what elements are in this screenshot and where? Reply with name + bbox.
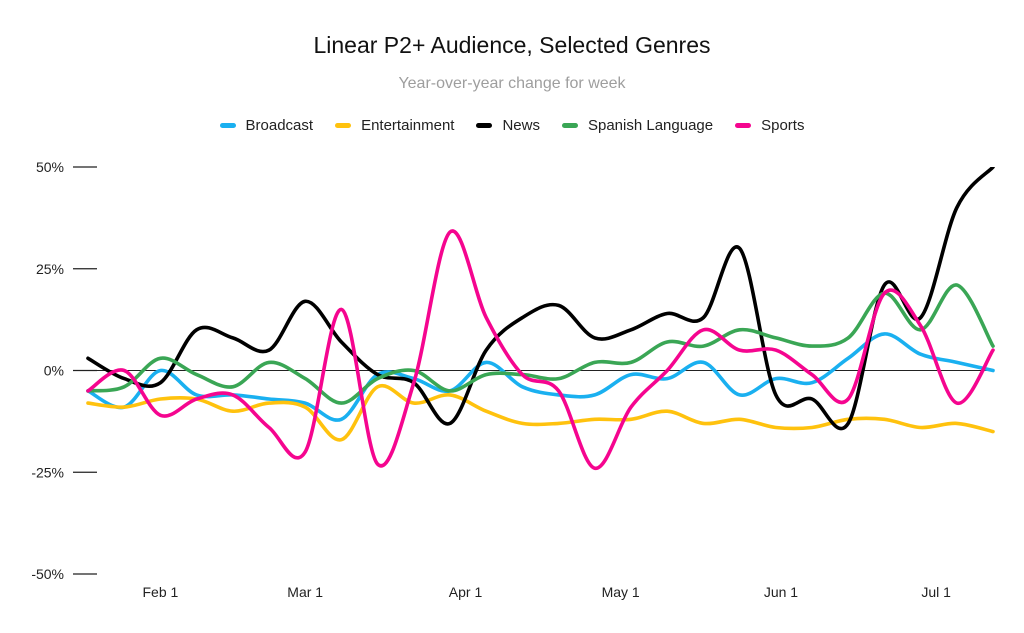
- series-line-spanish-language: [86, 283, 995, 405]
- y-tick-label: 50%: [36, 159, 64, 175]
- legend-item-news[interactable]: News: [476, 117, 540, 134]
- x-tick-label: Jun 1: [764, 584, 798, 600]
- legend-item-broadcast[interactable]: Broadcast: [219, 117, 314, 134]
- x-tick-label: Mar 1: [287, 584, 323, 600]
- y-tick-label: -50%: [31, 566, 64, 582]
- series-line-news: [86, 167, 995, 431]
- legend-swatch: [219, 123, 236, 128]
- legend-swatch: [335, 123, 352, 128]
- legend-item-sports[interactable]: Sports: [735, 117, 804, 134]
- legend-item-entertainment[interactable]: Entertainment: [335, 117, 454, 134]
- legend-label: Sports: [761, 117, 805, 134]
- x-tick-label: Feb 1: [142, 584, 178, 600]
- x-tick-label: May 1: [602, 584, 640, 600]
- chart-title: Linear P2+ Audience, Selected Genres: [313, 32, 711, 58]
- legend-item-spanish-language[interactable]: Spanish Language: [561, 117, 714, 134]
- x-tick-label: Apr 1: [449, 584, 483, 600]
- legend-swatch: [476, 123, 493, 128]
- series-line-sports: [86, 229, 995, 470]
- series-line-entertainment: [86, 383, 995, 442]
- legend-swatch: [735, 123, 752, 128]
- y-tick-label: -25%: [31, 464, 64, 480]
- y-tick-label: 25%: [36, 261, 64, 277]
- x-tick-label: Jul 1: [921, 584, 951, 600]
- y-tick-label: 0%: [44, 363, 64, 379]
- legend: Broadcast Entertainment News Spanish Lan…: [0, 117, 1024, 134]
- legend-label: Broadcast: [245, 117, 314, 134]
- legend-label: Spanish Language: [587, 117, 714, 134]
- legend-swatch: [561, 123, 578, 128]
- chart-subtitle: Year-over-year change for week: [398, 75, 626, 92]
- legend-label: News: [502, 117, 540, 134]
- legend-label: Entertainment: [361, 117, 455, 134]
